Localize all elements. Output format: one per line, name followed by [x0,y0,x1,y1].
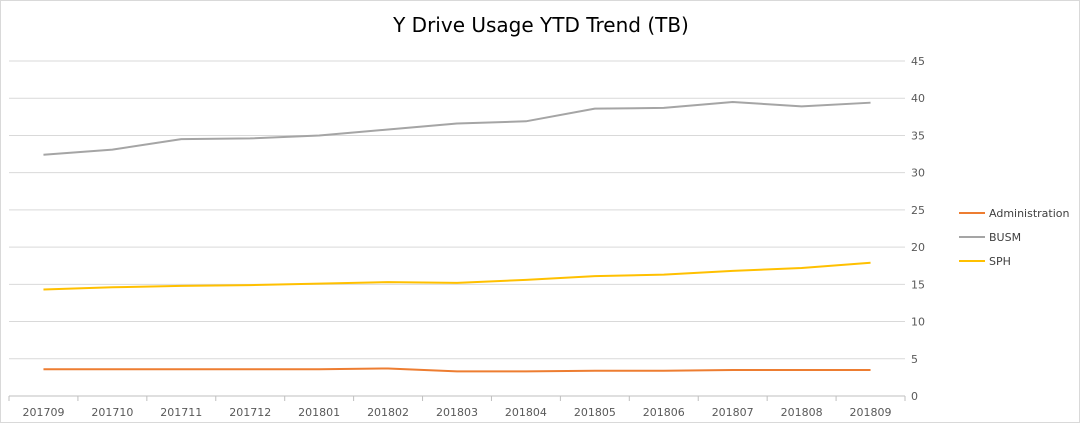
y-tick-label: 25 [911,204,925,217]
legend-item-administration: Administration [959,201,1079,225]
x-tick-label: 201710 [91,406,133,419]
x-tick-label: 201709 [22,406,64,419]
x-tick-label: 201809 [850,406,892,419]
x-tick-label: 201806 [643,406,685,419]
legend: Administration BUSM SPH [959,201,1079,273]
series-line-administration [43,367,871,373]
x-tick-label: 201801 [298,406,340,419]
y-tick-label: 5 [911,353,918,366]
legend-swatch-busm [959,236,985,238]
y-tick-label: 0 [911,390,918,403]
x-tick-label: 201805 [574,406,616,419]
legend-item-busm: BUSM [959,225,1079,249]
x-tick-label: 201712 [229,406,271,419]
x-tick-label: 201711 [160,406,202,419]
x-tick-label: 201807 [712,406,754,419]
series-line-busm [43,100,871,156]
chart-title: Y Drive Usage YTD Trend (TB) [393,13,689,37]
x-tick-label: 201803 [436,406,478,419]
y-tick-label: 30 [911,167,925,180]
y-tick-label: 15 [911,278,925,291]
y-tick-label: 40 [911,92,925,105]
x-tick-label: 201804 [505,406,547,419]
y-tick-label: 35 [911,129,925,142]
legend-label-sph: SPH [989,254,1011,268]
y-tick-label: 20 [911,241,925,254]
series-line-sph [43,261,871,291]
y-tick-label: 45 [911,55,925,68]
x-tick-label: 201808 [781,406,823,419]
x-tick-label: 201802 [367,406,409,419]
legend-label-busm: BUSM [989,230,1022,244]
y-tick-label: 10 [911,316,925,329]
legend-label-administration: Administration [989,206,1070,220]
legend-swatch-administration [959,212,985,214]
legend-swatch-sph [959,260,985,262]
legend-item-sph: SPH [959,249,1079,273]
